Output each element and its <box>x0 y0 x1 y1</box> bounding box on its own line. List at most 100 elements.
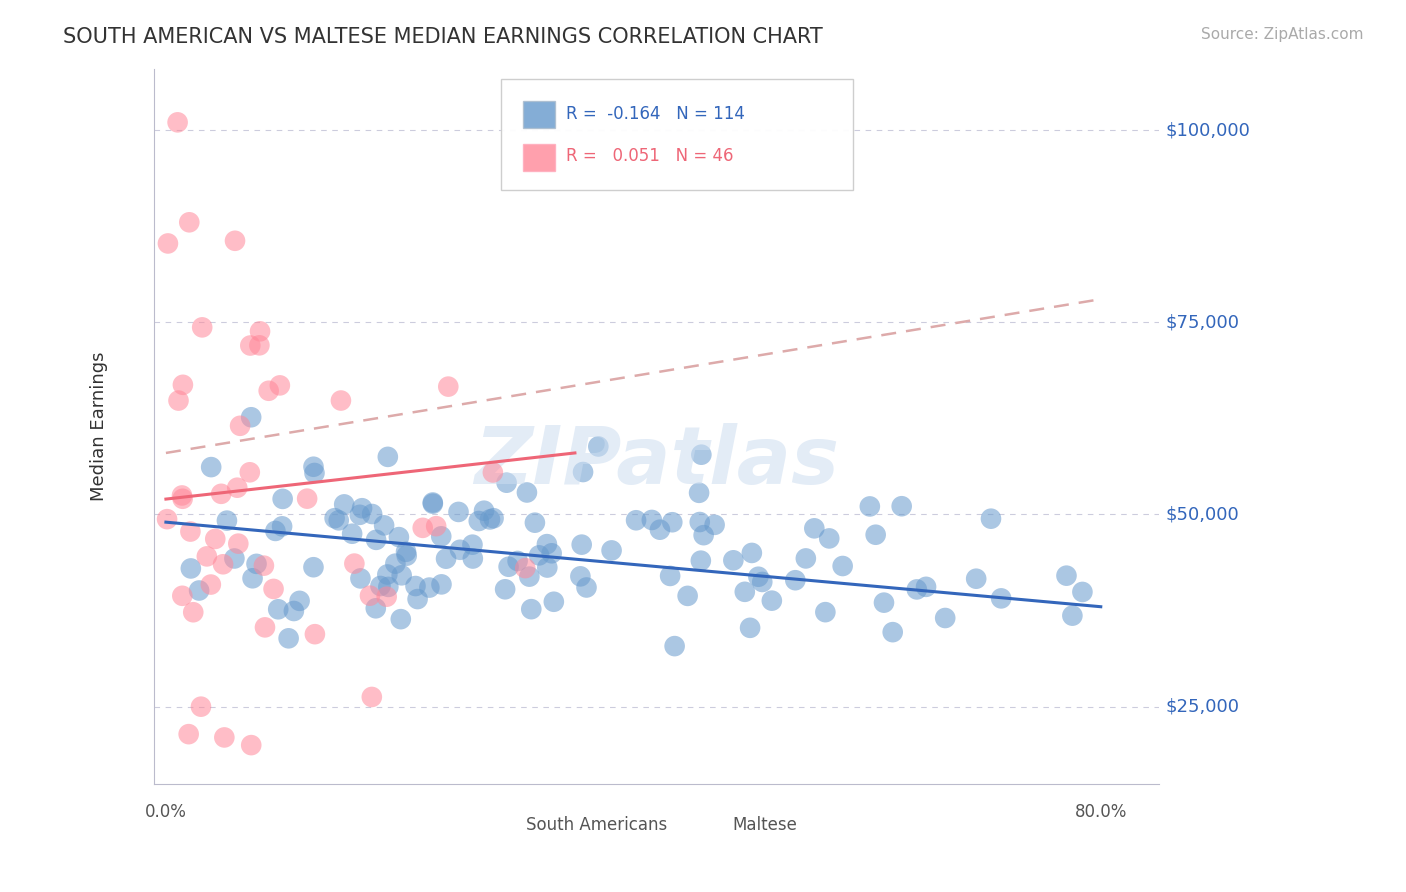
FancyBboxPatch shape <box>702 815 725 835</box>
Point <box>377 580 399 594</box>
Point <box>264 524 287 538</box>
Text: R =  -0.164   N = 114: R = -0.164 N = 114 <box>567 104 745 122</box>
Point <box>661 515 683 529</box>
Point <box>375 567 398 582</box>
Text: R =   0.051   N = 46: R = 0.051 N = 46 <box>567 147 734 166</box>
Point <box>323 511 346 525</box>
Text: South Americans: South Americans <box>526 816 668 834</box>
Point <box>461 538 484 552</box>
Point <box>588 440 610 454</box>
Point <box>803 521 825 535</box>
Point <box>181 605 204 619</box>
Point <box>288 594 311 608</box>
Point <box>600 543 623 558</box>
Point <box>688 485 710 500</box>
Point <box>190 699 212 714</box>
Point <box>349 571 371 585</box>
Point <box>1071 585 1094 599</box>
Point <box>422 495 444 509</box>
Point <box>1056 568 1078 582</box>
Text: 0.0%: 0.0% <box>145 803 187 821</box>
Point <box>200 577 222 591</box>
Point <box>172 377 194 392</box>
Point <box>527 549 550 563</box>
Point <box>388 530 411 544</box>
Point <box>543 595 565 609</box>
Point <box>519 569 541 583</box>
Point <box>461 551 484 566</box>
Point <box>689 515 711 529</box>
Point <box>215 514 238 528</box>
Point <box>641 513 664 527</box>
Point <box>516 485 538 500</box>
Point <box>447 505 470 519</box>
Point <box>873 596 896 610</box>
FancyBboxPatch shape <box>496 815 520 835</box>
Point <box>267 602 290 616</box>
Point <box>1062 608 1084 623</box>
Point <box>240 738 263 752</box>
Point <box>425 519 447 533</box>
Point <box>249 324 271 338</box>
Point <box>389 612 412 626</box>
Point <box>253 620 276 634</box>
Point <box>405 579 427 593</box>
Point <box>177 727 200 741</box>
Point <box>191 320 214 334</box>
Point <box>167 393 190 408</box>
FancyBboxPatch shape <box>501 79 852 190</box>
Point <box>349 508 371 522</box>
Point <box>188 583 211 598</box>
Text: SOUTH AMERICAN VS MALTESE MEDIAN EARNINGS CORRELATION CHART: SOUTH AMERICAN VS MALTESE MEDIAN EARNING… <box>63 27 823 46</box>
Point <box>359 589 381 603</box>
Point <box>204 532 226 546</box>
Point <box>449 542 471 557</box>
Point <box>437 379 460 393</box>
Point <box>263 582 285 596</box>
Point <box>277 632 299 646</box>
FancyBboxPatch shape <box>523 101 555 128</box>
Point <box>794 551 817 566</box>
Point <box>703 517 725 532</box>
Point <box>751 574 773 589</box>
Point <box>506 554 529 568</box>
Point <box>283 604 305 618</box>
Point <box>890 500 912 514</box>
Point <box>375 590 398 604</box>
Point <box>239 465 262 479</box>
Point <box>302 459 325 474</box>
Point <box>515 561 537 575</box>
Point <box>156 236 179 251</box>
Point <box>571 538 593 552</box>
Point <box>269 378 291 392</box>
Point <box>395 545 418 559</box>
Text: ZIPatlas: ZIPatlas <box>474 423 839 500</box>
Point <box>494 582 516 597</box>
Point <box>980 511 1002 525</box>
Point <box>214 731 236 745</box>
Point <box>761 593 783 607</box>
Point <box>478 512 501 526</box>
Point <box>361 507 384 521</box>
Point <box>859 500 882 514</box>
Point <box>990 591 1012 606</box>
Point <box>882 625 904 640</box>
Point <box>156 512 179 526</box>
Point <box>818 532 841 546</box>
Point <box>364 601 387 615</box>
Text: $25,000: $25,000 <box>1166 698 1239 715</box>
Point <box>212 558 235 572</box>
Point <box>689 554 711 568</box>
Point <box>245 557 267 571</box>
Point <box>226 536 249 550</box>
Point <box>179 524 201 539</box>
Point <box>384 557 406 571</box>
Point <box>723 553 745 567</box>
Point <box>572 465 595 479</box>
Point <box>905 582 928 597</box>
Point <box>240 410 263 425</box>
Point <box>814 605 837 619</box>
Point <box>343 557 366 571</box>
Point <box>734 584 756 599</box>
Point <box>676 589 699 603</box>
